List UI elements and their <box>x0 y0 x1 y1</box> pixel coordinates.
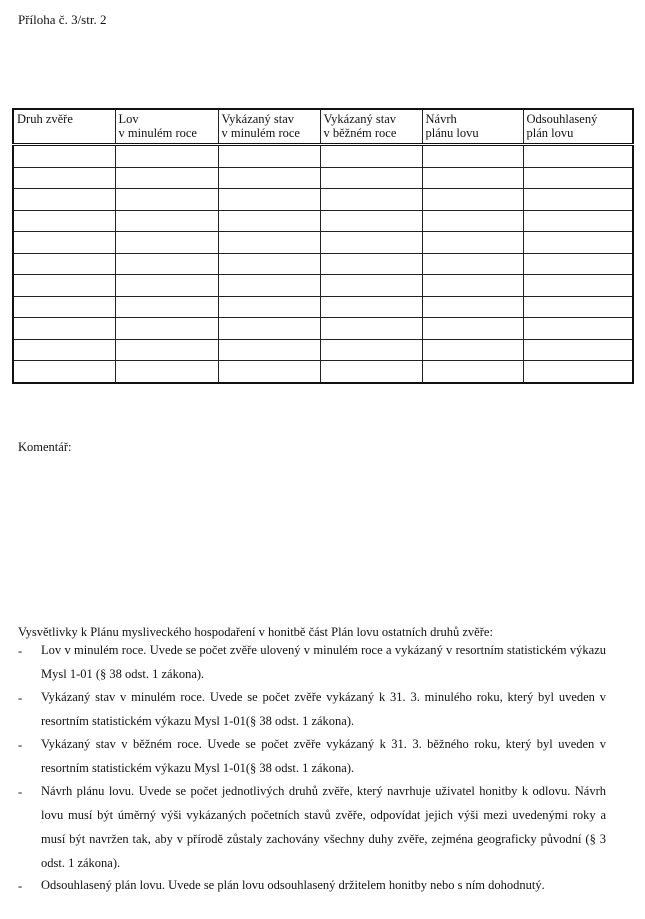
table-cell[interactable] <box>12 144 116 168</box>
table-cell[interactable] <box>319 166 423 189</box>
table-cell[interactable] <box>217 231 321 254</box>
table-row <box>12 166 634 189</box>
table-cell[interactable] <box>421 209 524 232</box>
table-cell[interactable] <box>421 188 524 211</box>
column-header: Vykázaný stav v běžném roce <box>319 108 423 146</box>
table-cell[interactable] <box>217 144 321 168</box>
explanations-title: Vysvětlivky k Plánu mysliveckého hospoda… <box>18 625 493 639</box>
table-cell[interactable] <box>522 231 634 254</box>
table-cell[interactable] <box>217 188 321 211</box>
comment-label: Komentář: <box>18 440 72 454</box>
explanation-text: Návrh plánu lovu. Uvede se počet jednotl… <box>41 784 606 870</box>
bullet-dash: - <box>18 691 23 705</box>
table-cell[interactable] <box>319 338 423 361</box>
column-header: Lov v minulém roce <box>114 108 219 146</box>
page-header: Příloha č. 3/str. 2 <box>18 12 107 27</box>
table-cell[interactable] <box>12 209 116 232</box>
table-cell[interactable] <box>319 231 423 254</box>
table-cell[interactable] <box>319 209 423 232</box>
table-cell[interactable] <box>114 144 219 168</box>
table-cell[interactable] <box>421 295 524 318</box>
table-cell[interactable] <box>114 166 219 189</box>
table-cell[interactable] <box>114 295 219 318</box>
table-cell[interactable] <box>114 317 219 340</box>
table-cell[interactable] <box>12 252 116 275</box>
table-row <box>12 231 634 254</box>
table-row <box>12 209 634 232</box>
table-cell[interactable] <box>12 317 116 340</box>
explanation-text: Odsouhlasený plán lovu. Uvede se plán lo… <box>41 878 545 892</box>
table-row <box>12 295 634 318</box>
table-cell[interactable] <box>114 252 219 275</box>
table-cell[interactable] <box>319 144 423 168</box>
table-cell[interactable] <box>522 360 634 383</box>
bullet-dash: - <box>18 738 23 752</box>
table-cell[interactable] <box>421 274 524 297</box>
table-row <box>12 252 634 275</box>
table-cell[interactable] <box>217 360 321 383</box>
table-cell[interactable] <box>319 360 423 383</box>
table-cell[interactable] <box>12 188 116 211</box>
column-header: Druh zvěře <box>12 108 116 146</box>
table-cell[interactable] <box>217 274 321 297</box>
table-cell[interactable] <box>217 252 321 275</box>
table-cell[interactable] <box>319 317 423 340</box>
table-cell[interactable] <box>319 188 423 211</box>
table-cell[interactable] <box>114 338 219 361</box>
table-cell[interactable] <box>421 252 524 275</box>
table-cell[interactable] <box>522 188 634 211</box>
table-cell[interactable] <box>522 338 634 361</box>
table-cell[interactable] <box>522 144 634 168</box>
table-cell[interactable] <box>522 274 634 297</box>
table-cell[interactable] <box>12 338 116 361</box>
table-cell[interactable] <box>114 188 219 211</box>
table-cell[interactable] <box>522 295 634 318</box>
explanation-text: Vykázaný stav v běžném roce. Uvede se po… <box>41 737 606 775</box>
table-cell[interactable] <box>114 360 219 383</box>
table-cell[interactable] <box>319 274 423 297</box>
bullet-dash: - <box>18 785 23 799</box>
table-cell[interactable] <box>217 317 321 340</box>
table-cell[interactable] <box>522 252 634 275</box>
table-cell[interactable] <box>12 295 116 318</box>
table-cell[interactable] <box>421 317 524 340</box>
table-row <box>12 144 634 168</box>
table-cell[interactable] <box>114 231 219 254</box>
table-cell[interactable] <box>421 144 524 168</box>
table-cell[interactable] <box>522 166 634 189</box>
table-cell[interactable] <box>12 274 116 297</box>
table-cell[interactable] <box>217 166 321 189</box>
table-cell[interactable] <box>319 252 423 275</box>
table-cell[interactable] <box>12 231 116 254</box>
table-cell[interactable] <box>217 338 321 361</box>
table-cell[interactable] <box>522 317 634 340</box>
table-cell[interactable] <box>421 360 524 383</box>
table-cell[interactable] <box>421 231 524 254</box>
table-cell[interactable] <box>114 209 219 232</box>
table-row <box>12 338 634 361</box>
table-cell[interactable] <box>12 360 116 383</box>
table-row <box>12 317 634 340</box>
table-row <box>12 360 634 383</box>
bullet-dash: - <box>18 879 23 893</box>
table-cell[interactable] <box>421 166 524 189</box>
table-row <box>12 274 634 297</box>
column-header: Vykázaný stav v minulém roce <box>217 108 321 146</box>
explanation-text: Vykázaný stav v minulém roce. Uvede se p… <box>41 690 606 728</box>
column-header: Návrh plánu lovu <box>421 108 524 146</box>
table-cell[interactable] <box>12 166 116 189</box>
table-cell[interactable] <box>217 295 321 318</box>
table-cell[interactable] <box>421 338 524 361</box>
table-row <box>12 188 634 211</box>
bullet-dash: - <box>18 644 23 658</box>
table-cell[interactable] <box>522 209 634 232</box>
column-header: Odsouhlasený plán lovu <box>522 108 634 146</box>
table-cell[interactable] <box>217 209 321 232</box>
hunting-plan-table: Druh zvěře Lov v minulém roce Vykázaný sta… <box>12 108 634 384</box>
table-cell[interactable] <box>114 274 219 297</box>
explanation-text: Lov v minulém roce. Uvede se počet zvěře… <box>41 643 606 681</box>
table-cell[interactable] <box>319 295 423 318</box>
